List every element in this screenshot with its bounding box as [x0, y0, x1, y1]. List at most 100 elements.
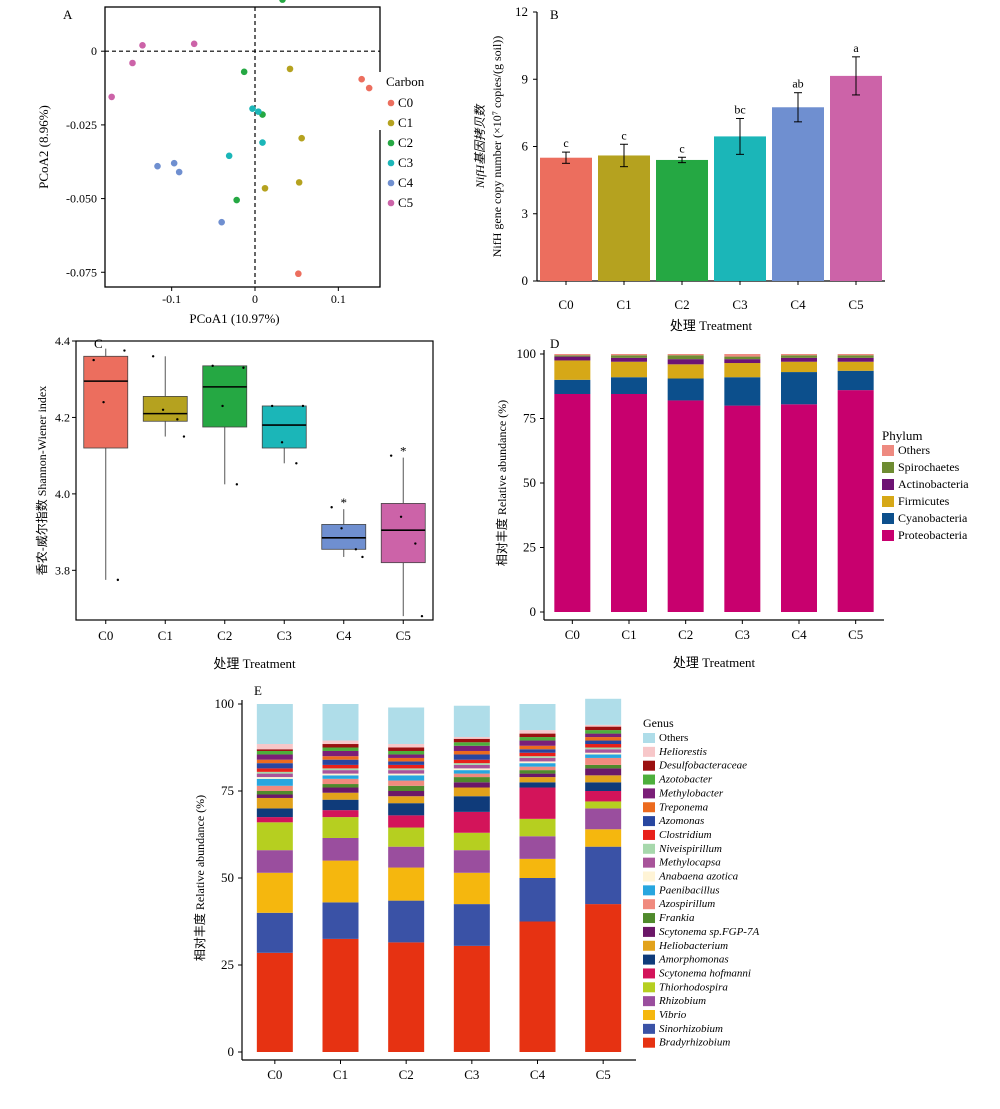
panel-d-segment-c3: [724, 354, 761, 357]
panel-e-segment-c5: [585, 698, 622, 725]
panel-d-segment-c4: [781, 357, 817, 362]
panel-e-segment-c3: [453, 754, 490, 760]
panel-e-legend-label: Vibrio: [659, 1009, 687, 1021]
panel-e-segment-c0: [256, 744, 293, 750]
panel-c-shannon-boxplot: C 3.8 4.0 4.2 4.4 C0 C1 C2 C3 * C4 * C5 处理 Treatment…: [34, 334, 434, 671]
panel-d-segment-c0: [554, 355, 591, 357]
panel-c-data-point: [301, 404, 305, 408]
panel-d-x-axis-label: 处理 Treatment: [673, 655, 756, 670]
panel-b-bar-c0: [540, 157, 592, 281]
panel-e-segment-c3: [453, 745, 490, 751]
panel-a-point-c1: [298, 134, 305, 142]
panel-c-data-point: [361, 555, 364, 559]
panel-c-data-point: [295, 462, 298, 465]
panel-e-segment-c5: [585, 808, 622, 830]
panel-d-legend-swatch: [882, 445, 894, 456]
panel-e-segment-c1: [322, 784, 359, 788]
panel-e-segment-c4: [519, 770, 556, 774]
panel-a-x-tick-label: 0: [252, 292, 258, 306]
panel-a-legend-label: C0: [398, 95, 413, 110]
panel-e-legend-swatch: [643, 774, 655, 785]
panel-d-segment-c2: [667, 359, 704, 365]
panel-d-legend-swatch: [882, 496, 894, 507]
panel-e-segment-c3: [453, 737, 490, 739]
panel-e-segment-c0: [256, 822, 293, 851]
panel-d-segment-c0: [554, 379, 591, 394]
panel-c-significance-star: *: [400, 444, 407, 459]
panel-e-segment-c3: [453, 811, 490, 833]
panel-d-segment-c5: [837, 355, 874, 358]
panel-e-segment-c1: [322, 768, 359, 771]
panel-a-point-c3: [249, 105, 256, 112]
panel-e-legend-label: Methylobacter: [658, 787, 724, 799]
panel-b-x-tick-label: C3: [732, 297, 747, 312]
panel-e-segment-c0: [256, 749, 293, 751]
panel-e-legend-swatch: [643, 746, 655, 757]
panel-e-y-tick-label: 0: [228, 1044, 235, 1059]
panel-a-point-c4: [170, 159, 178, 167]
panel-e-segment-c5: [585, 724, 622, 727]
panel-e-segment-c1: [322, 750, 359, 757]
panel-e-segment-c2: [388, 775, 425, 781]
panel-e-segment-c5: [585, 726, 622, 731]
panel-c-data-point: [330, 506, 333, 509]
panel-c-x-axis-label: 处理 Treatment: [213, 656, 296, 671]
panel-e-segment-c3: [453, 850, 490, 873]
panel-e-segment-c2: [388, 768, 425, 771]
panel-e-y-tick-label: 100: [215, 696, 235, 711]
panel-e-segment-c2: [388, 900, 425, 943]
panel-c-data-point: [161, 408, 165, 411]
panel-d-segment-c2: [667, 400, 704, 612]
panel-e-segment-c3: [453, 796, 490, 812]
panel-e-y-axis-label: 相对丰度 Relative abundance (%): [192, 795, 207, 961]
panel-e-segment-c4: [519, 733, 556, 738]
panel-c-data-point: [176, 418, 179, 421]
panel-c-box-c4: [321, 524, 367, 550]
panel-e-segment-c1: [322, 756, 359, 760]
panel-e-segment-c5: [585, 740, 622, 745]
panel-a-legend-label: C3: [398, 155, 413, 170]
panel-d-segment-c1: [611, 361, 647, 378]
panel-e-segment-c4: [519, 752, 556, 757]
panel-e-segment-c0: [256, 777, 293, 779]
panel-e-segment-c0: [256, 704, 293, 745]
panel-e-legend-label: Niveispirillum: [658, 843, 722, 855]
panel-e-segment-c4: [519, 763, 556, 767]
panel-d-segment-c5: [837, 390, 874, 612]
panel-e-segment-c3: [453, 763, 490, 765]
panel-e-segment-c4: [519, 766, 556, 771]
panel-d-segment-c3: [724, 356, 761, 360]
panel-d-segment-c5: [837, 354, 874, 356]
panel-e-genus-stacked-bar: E 0 25 50 75 100 C0 C1 C2 C3 C4 C5 相对丰度 Relative ab…: [192, 683, 759, 1082]
panel-e-segment-c3: [453, 770, 490, 774]
panel-e-segment-c5: [585, 737, 622, 741]
panel-e-segment-c2: [388, 827, 425, 847]
panel-a-point-c5: [108, 93, 115, 101]
panel-d-segment-c3: [724, 377, 761, 406]
panel-d-segment-c3: [724, 363, 761, 378]
panel-b-nifh-bar-chart: B 0 3 6 9 12 c C0 c C1 c C2 bc C3 ab C4 a C5 处理 Treatment…: [473, 4, 885, 333]
panel-e-legend-swatch: [643, 968, 655, 979]
panel-b-x-tick-label: C1: [616, 297, 631, 312]
panel-e-segment-c4: [519, 777, 556, 783]
panel-e-segment-c1: [322, 810, 359, 818]
panel-e-segment-c1: [322, 773, 359, 776]
panel-e-segment-c5: [585, 768, 622, 776]
panel-e-segment-c3: [453, 768, 490, 771]
panel-a-legend-backdrop: [377, 72, 387, 130]
panel-e-segment-c4: [519, 773, 556, 778]
panel-e-segment-c4: [519, 761, 556, 764]
panel-d-segment-c4: [781, 354, 817, 356]
panel-e-segment-c4: [519, 740, 556, 746]
panel-e-segment-c5: [585, 791, 622, 802]
panel-e-segment-c0: [256, 771, 293, 774]
panel-c-data-point: [242, 366, 245, 369]
panel-a-point-c4: [175, 168, 183, 176]
panel-d-segment-c4: [781, 404, 817, 612]
panel-d-y-tick-label: 75: [523, 411, 536, 426]
panel-a-legend-swatch: [387, 179, 395, 187]
panel-e-x-tick-label: C3: [464, 1067, 479, 1082]
panel-e-legend-swatch: [643, 802, 655, 813]
panel-e-segment-c2: [388, 815, 425, 828]
